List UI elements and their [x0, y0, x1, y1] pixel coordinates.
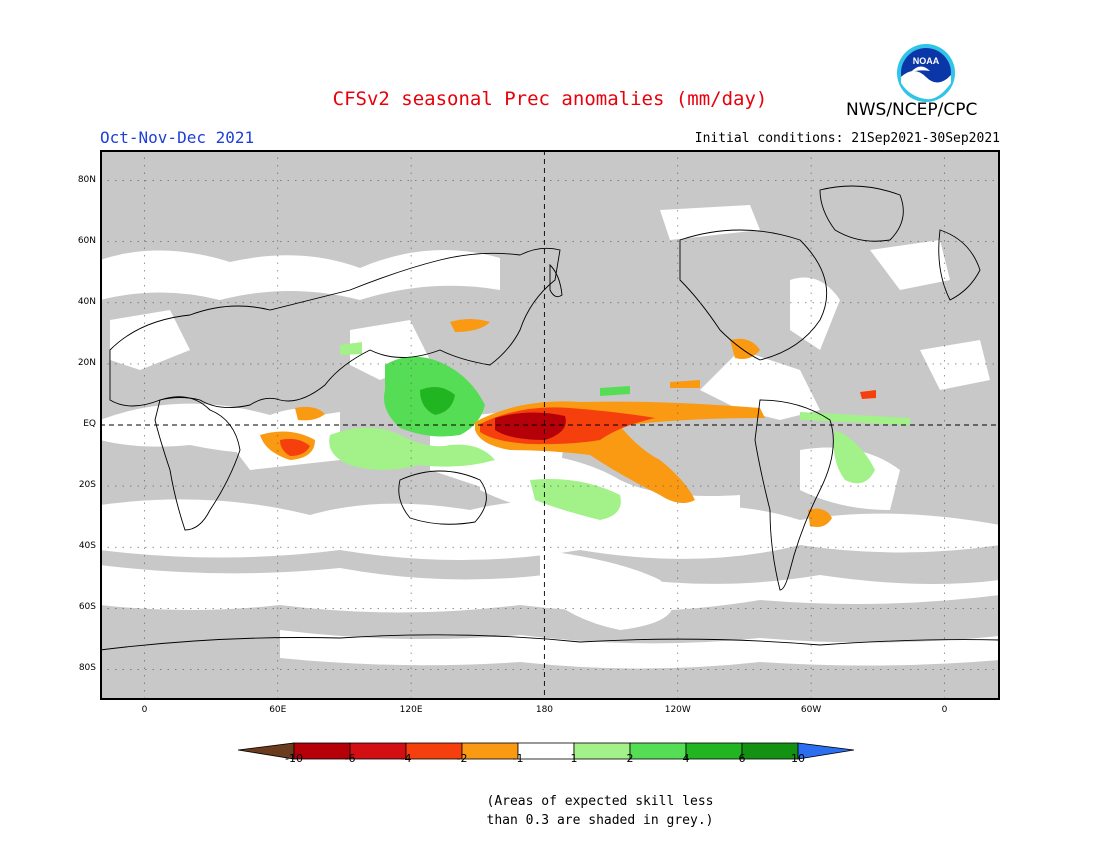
- color-legend: [238, 742, 855, 760]
- lon-label: 120W: [664, 705, 691, 715]
- legend-tick: 6: [738, 752, 746, 765]
- logo-text: NOAA: [913, 56, 940, 66]
- legend-tick: -2: [456, 752, 468, 765]
- equator-dateline: [100, 150, 1000, 700]
- lat-label: 20S: [78, 480, 96, 491]
- lat-label: 40N: [77, 296, 96, 307]
- legend-tick: 1: [570, 752, 578, 765]
- lat-label: 60N: [77, 235, 96, 246]
- lat-label: 80N: [77, 174, 96, 185]
- legend-tick: -10: [285, 752, 303, 765]
- lon-label: 0: [141, 705, 148, 715]
- legend-tick: 4: [682, 752, 690, 765]
- footnote-line-1: (Areas of expected skill less: [486, 794, 714, 809]
- legend-arrow-high: [797, 742, 855, 760]
- coastlines: [100, 185, 1000, 651]
- lon-label: 60E: [269, 705, 287, 715]
- legend-tick: -1: [512, 752, 524, 765]
- lat-label: 80S: [78, 663, 96, 674]
- noaa-logo-icon: NOAA: [896, 43, 956, 103]
- lon-label: 0: [941, 705, 948, 715]
- lat-label: EQ: [83, 419, 96, 429]
- map-title: CFSv2 seasonal Prec anomalies (mm/day): [332, 88, 768, 110]
- negative-anomaly-regions: [260, 319, 876, 527]
- lat-label: 60S: [78, 602, 96, 613]
- latlon-grid: [100, 150, 1000, 700]
- lat-label: 40S: [78, 541, 96, 552]
- initial-conditions-label: Initial conditions: 21Sep2021-30Sep2021: [694, 131, 1000, 146]
- lat-label: 20N: [77, 357, 96, 368]
- legend-tick: 10: [791, 752, 805, 765]
- legend-tick: -4: [400, 752, 412, 765]
- legend-tick: -6: [344, 752, 356, 765]
- positive-anomaly-regions: [329, 342, 910, 520]
- organization-label: NWS/NCEP/CPC: [846, 100, 978, 120]
- footnote-line-2: than 0.3 are shaded in grey.): [486, 813, 714, 828]
- lon-label: 180: [535, 705, 554, 715]
- map-border: [100, 150, 1000, 700]
- season-label: Oct-Nov-Dec 2021: [100, 128, 255, 147]
- lon-label: 60W: [800, 705, 822, 715]
- lon-label: 120E: [399, 705, 423, 715]
- legend-tick: 2: [626, 752, 634, 765]
- precip-anomaly-map: [100, 150, 1000, 700]
- footnote: (Areas of expected skill less than 0.3 a…: [440, 792, 760, 830]
